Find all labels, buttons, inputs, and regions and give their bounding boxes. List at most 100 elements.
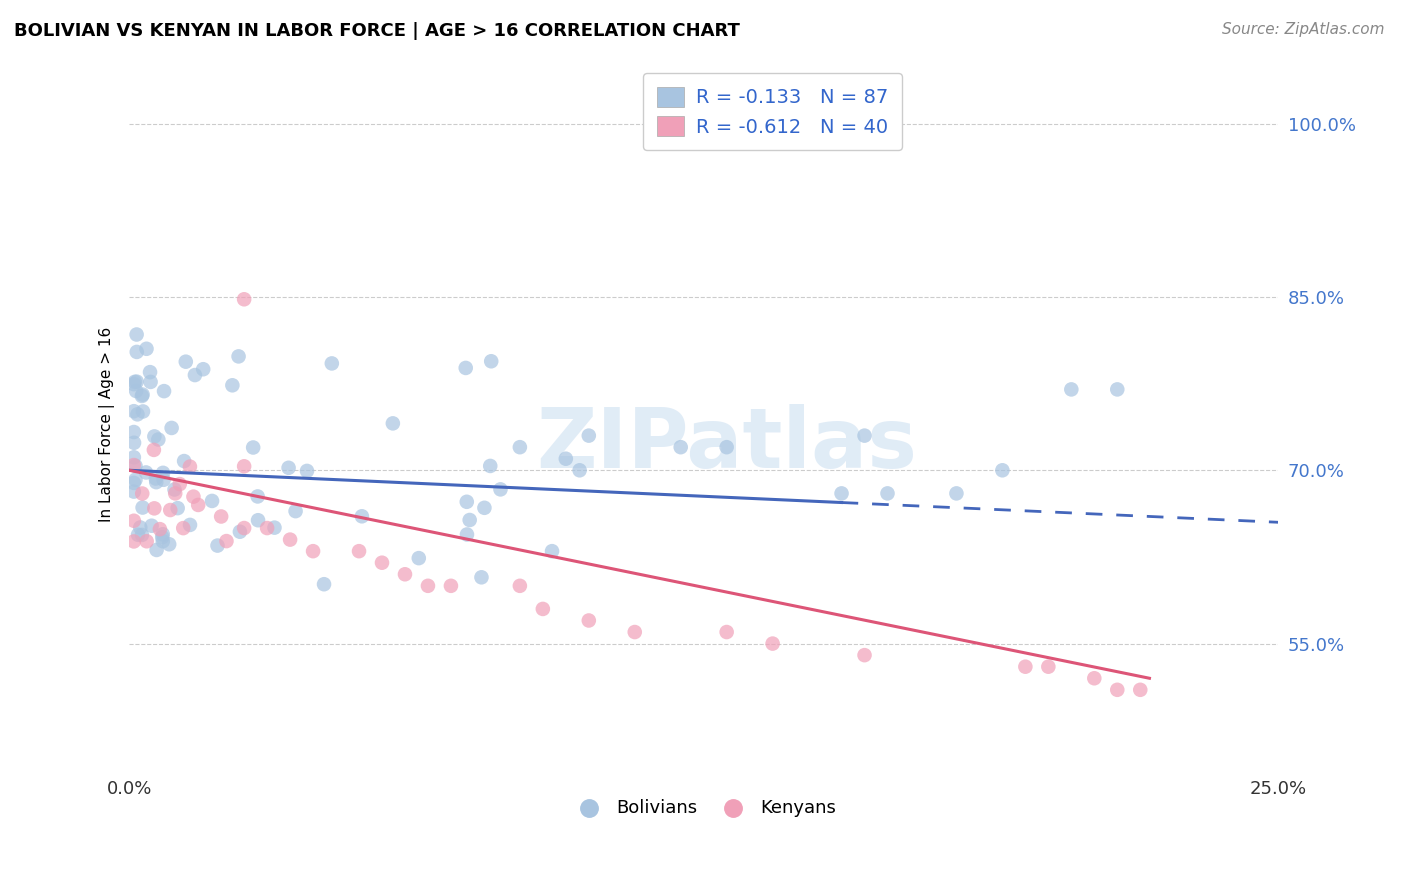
Point [246, 490, 269, 504]
Point [458, 513, 481, 527]
Point [1014, 659, 1036, 673]
Point [233, 459, 256, 474]
Point [474, 500, 496, 515]
Point [229, 524, 252, 539]
Point [440, 579, 463, 593]
Point [479, 458, 502, 473]
Point [166, 501, 188, 516]
Point [853, 648, 876, 662]
Point [135, 342, 157, 356]
Point [456, 527, 478, 541]
Point [160, 421, 183, 435]
Point [554, 451, 576, 466]
Point [149, 522, 172, 536]
Point [215, 534, 238, 549]
Point [127, 407, 149, 421]
Point [347, 544, 370, 558]
Point [876, 486, 898, 500]
Point [1129, 682, 1152, 697]
Point [122, 534, 145, 549]
Point [509, 579, 531, 593]
Point [183, 490, 205, 504]
Point [541, 544, 564, 558]
Point [207, 539, 229, 553]
Point [578, 614, 600, 628]
Point [302, 544, 325, 558]
Point [312, 577, 335, 591]
Point [131, 486, 153, 500]
Point [145, 471, 167, 485]
Point [278, 533, 301, 547]
Point [295, 464, 318, 478]
Point [125, 327, 148, 342]
Point [135, 534, 157, 549]
Y-axis label: In Labor Force | Age > 16: In Labor Force | Age > 16 [100, 326, 115, 522]
Point [141, 518, 163, 533]
Point [125, 375, 148, 389]
Point [122, 377, 145, 392]
Point [165, 486, 187, 500]
Point [142, 442, 165, 457]
Point [1060, 383, 1083, 397]
Point [531, 602, 554, 616]
Point [669, 440, 692, 454]
Point [139, 375, 162, 389]
Point [124, 375, 146, 389]
Point [122, 435, 145, 450]
Text: ZIPatlas: ZIPatlas [536, 404, 917, 485]
Point [174, 354, 197, 368]
Point [132, 404, 155, 418]
Point [139, 365, 162, 379]
Point [221, 378, 243, 392]
Point [193, 362, 215, 376]
Point [416, 579, 439, 593]
Point [201, 494, 224, 508]
Point [945, 486, 967, 500]
Point [173, 454, 195, 468]
Point [135, 466, 157, 480]
Point [127, 528, 149, 542]
Point [122, 514, 145, 528]
Point [716, 625, 738, 640]
Point [284, 504, 307, 518]
Point [489, 483, 512, 497]
Point [228, 350, 250, 364]
Point [263, 521, 285, 535]
Point [122, 484, 145, 499]
Point [159, 503, 181, 517]
Legend: Bolivians, Kenyans: Bolivians, Kenyans [564, 791, 844, 824]
Point [1107, 682, 1129, 697]
Point [184, 368, 207, 382]
Point [143, 429, 166, 443]
Point [145, 543, 167, 558]
Point [150, 530, 173, 544]
Point [233, 521, 256, 535]
Point [509, 440, 531, 454]
Point [454, 360, 477, 375]
Point [163, 483, 186, 497]
Point [991, 463, 1014, 477]
Point [152, 527, 174, 541]
Point [578, 428, 600, 442]
Point [131, 389, 153, 403]
Point [131, 387, 153, 401]
Point [157, 537, 180, 551]
Point [179, 459, 201, 474]
Point [470, 570, 492, 584]
Point [479, 354, 502, 368]
Point [122, 458, 145, 472]
Point [122, 404, 145, 418]
Point [131, 500, 153, 515]
Point [247, 513, 270, 527]
Point [321, 356, 343, 370]
Point [381, 417, 404, 431]
Point [371, 556, 394, 570]
Point [568, 463, 591, 477]
Text: Source: ZipAtlas.com: Source: ZipAtlas.com [1222, 22, 1385, 37]
Point [408, 551, 430, 566]
Point [256, 521, 278, 535]
Point [350, 509, 373, 524]
Point [1038, 659, 1060, 673]
Point [187, 498, 209, 512]
Point [277, 460, 299, 475]
